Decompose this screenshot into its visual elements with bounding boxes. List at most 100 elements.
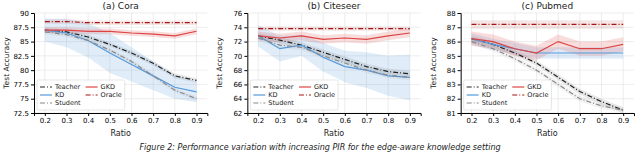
x-tick-label: 0.5 — [531, 117, 542, 125]
caption: Figure 2: Performance variation with inc… — [139, 143, 500, 152]
y-axis: 8182838485868788 — [447, 10, 461, 118]
x-tick-mark — [197, 113, 198, 116]
x-tick-mark — [515, 113, 516, 116]
x-tick-mark — [580, 113, 581, 116]
legend-label: GKD — [101, 83, 115, 91]
x-axis: 0.20.30.40.50.60.70.80.9 — [35, 113, 208, 125]
x-tick: 0.9 — [618, 113, 629, 125]
legend-item: Oracle — [512, 91, 548, 99]
x-axis-line — [35, 114, 208, 117]
error-band — [258, 29, 410, 44]
legend-label: KD — [268, 91, 277, 99]
y-tick-label: 88 — [447, 10, 456, 18]
figure: 0.20.30.40.50.60.70.80.972.57577.58082.5… — [0, 0, 640, 153]
x-axis-line — [248, 114, 421, 117]
x-tick: 0.4 — [510, 113, 522, 125]
y-tick-mark — [31, 56, 34, 57]
legend-item: GKD — [512, 83, 541, 91]
x-tick-label: 0.4 — [83, 117, 95, 125]
legend-item: KD — [467, 91, 491, 99]
y-tick-mark — [458, 113, 461, 114]
legend-item: Student — [253, 99, 294, 107]
x-axis-line — [461, 114, 634, 117]
x-axis-title: Ratio — [324, 129, 345, 138]
legend-item: Oracle — [299, 91, 335, 99]
y-tick-label: 74 — [233, 24, 242, 32]
x-tick: 0.4 — [296, 113, 308, 125]
title: (b) Citeseer — [308, 1, 361, 11]
x-tick: 0.2 — [466, 113, 477, 125]
y-tick-mark — [244, 113, 247, 114]
y-tick: 85 — [20, 38, 34, 46]
y-tick-mark — [244, 99, 247, 100]
x-tick-label: 0.3 — [275, 117, 286, 125]
legend-swatch — [467, 102, 479, 103]
y-tick-label: 72.5 — [13, 110, 29, 118]
legend-box — [37, 80, 125, 110]
y-tick-mark — [244, 42, 247, 43]
y-axis-line — [31, 14, 35, 114]
x-tick-label: 0.5 — [318, 117, 329, 125]
y-tick-mark — [31, 70, 34, 71]
y-tick-mark — [244, 70, 247, 71]
y-tick-mark — [31, 113, 34, 114]
y-tick-mark — [244, 13, 247, 14]
legend-box — [464, 80, 552, 110]
x-tick: 0.2 — [253, 113, 264, 125]
y-tick-mark — [31, 84, 34, 85]
legend-item: Teacher — [253, 83, 294, 91]
x-tick-label: 0.2 — [40, 117, 51, 125]
series-line — [45, 30, 197, 36]
y-tick-label: 72 — [233, 38, 242, 46]
y-tick-label: 87.5 — [13, 24, 29, 32]
x-tick: 0.6 — [553, 113, 565, 125]
y-tick: 83 — [447, 81, 461, 89]
y-tick: 88 — [447, 10, 461, 18]
x-tick-label: 0.2 — [253, 117, 264, 125]
legend-swatch — [299, 94, 311, 95]
x-tick-label: 0.5 — [105, 117, 116, 125]
y-tick-label: 70 — [233, 53, 242, 61]
y-tick-label: 66 — [233, 81, 242, 89]
y-tick: 64 — [233, 95, 247, 103]
y-tick: 75 — [20, 95, 34, 103]
legend-label: Teacher — [481, 83, 508, 91]
y-tick-mark — [458, 99, 461, 100]
y-tick-label: 75 — [20, 95, 29, 103]
legend-swatch — [299, 86, 311, 87]
x-axis: 0.20.30.40.50.60.70.80.9 — [461, 113, 634, 125]
y-tick-mark — [31, 27, 34, 28]
legend-swatch — [467, 86, 479, 87]
x-tick-mark — [110, 113, 111, 116]
series-line — [258, 28, 410, 29]
y-tick-mark — [458, 13, 461, 14]
legend: TeacherKDStudentGKDOracle — [37, 80, 125, 110]
y-tick: 72.5 — [13, 110, 34, 118]
y-tick: 74 — [233, 24, 247, 32]
x-tick: 0.4 — [83, 113, 95, 125]
legend-swatch — [86, 86, 98, 87]
x-axis: 0.20.30.40.50.60.70.80.9 — [248, 113, 421, 125]
x-tick: 0.6 — [340, 113, 352, 125]
y-tick: 76 — [233, 10, 247, 18]
y-tick-mark — [458, 42, 461, 43]
x-tick-label: 0.7 — [361, 117, 372, 125]
x-tick-mark — [410, 113, 411, 116]
x-tick-mark — [280, 113, 281, 116]
series-line — [258, 33, 410, 39]
x-tick-label: 0.2 — [466, 117, 477, 125]
y-tick-label: 64 — [233, 95, 242, 103]
x-tick: 0.6 — [126, 113, 138, 125]
y-tick-mark — [458, 70, 461, 71]
legend-item: KD — [253, 91, 277, 99]
y-tick: 68 — [233, 67, 247, 75]
x-tick-mark — [67, 113, 68, 116]
x-tick: 0.5 — [105, 113, 116, 125]
y-axis-title: Test Accuracy — [2, 37, 11, 90]
x-tick-mark — [175, 113, 176, 116]
panel: 0.20.30.40.50.60.70.80.972.57577.58082.5… — [2, 1, 208, 138]
legend-item: Student — [40, 99, 81, 107]
legend-swatch — [512, 94, 524, 95]
legend-item: Teacher — [467, 83, 508, 91]
legend-swatch — [40, 86, 52, 87]
